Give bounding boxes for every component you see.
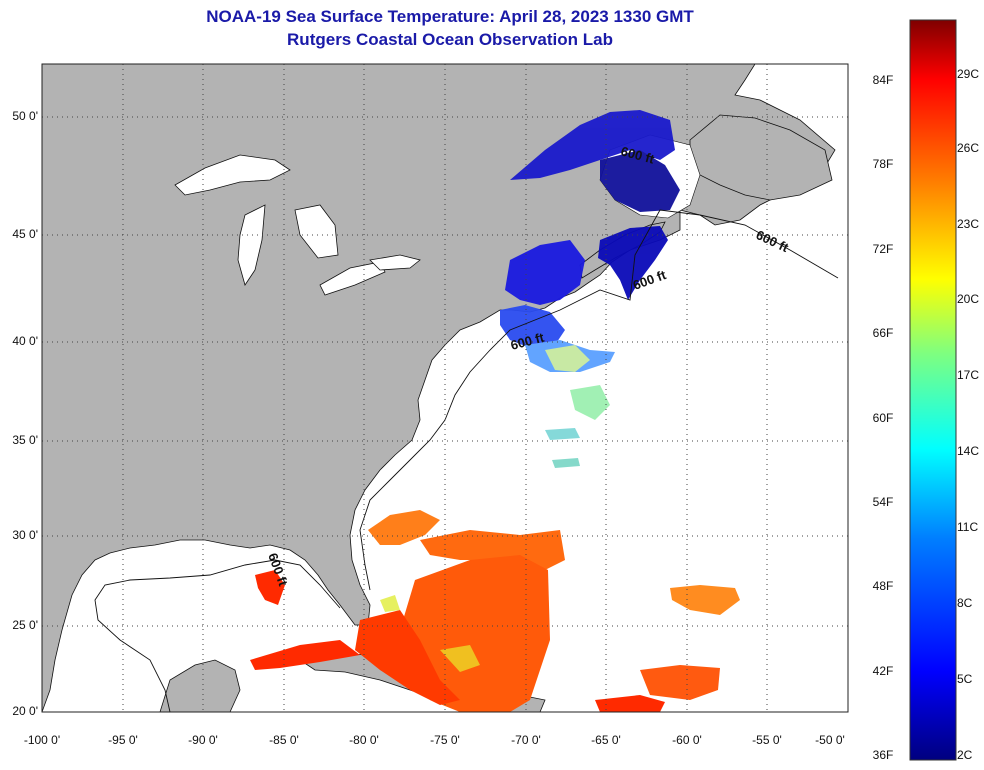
lon-label: -55 0': [752, 733, 782, 747]
colorbar-f-label: 72F: [872, 242, 894, 256]
lon-label: -100 0': [23, 733, 61, 747]
great-lakes: [174, 154, 421, 296]
colorbar-f-label: 60F: [872, 411, 894, 425]
sst-cold-water: [500, 110, 680, 468]
lon-label: -95 0': [108, 733, 138, 747]
lat-label: 30 0': [12, 528, 38, 542]
lon-label: -50 0': [815, 733, 845, 747]
colorbar-f-label: 78F: [872, 157, 894, 171]
colorbar-c-label: 2C: [957, 748, 973, 762]
lon-label: -65 0': [591, 733, 621, 747]
colorbar-f-label: 36F: [872, 748, 894, 762]
colorbar-f-label: 42F: [872, 664, 894, 678]
lat-label: 45 0': [12, 227, 38, 241]
lat-label: 20 0': [12, 704, 38, 718]
sst-warm-water: [250, 510, 740, 712]
lon-label: -60 0': [672, 733, 702, 747]
lat-label: 25 0': [12, 618, 38, 632]
lat-label: 50 0': [12, 109, 38, 123]
lon-label: -80 0': [349, 733, 379, 747]
lon-label: -75 0': [430, 733, 460, 747]
colorbar-c-label: 26C: [957, 141, 980, 155]
lat-label: 35 0': [12, 433, 38, 447]
colorbar: [909, 19, 957, 761]
lat-lon-grid: [42, 64, 848, 712]
map-title: NOAA-19 Sea Surface Temperature: April 2…: [206, 7, 694, 26]
lon-label: -70 0': [511, 733, 541, 747]
colorbar-c-label: 17C: [957, 368, 980, 382]
map-subtitle: Rutgers Coastal Ocean Observation Lab: [287, 30, 613, 49]
colorbar-c-label: 20C: [957, 292, 980, 306]
colorbar-c-label: 23C: [957, 217, 980, 231]
land-yucatan: [159, 659, 241, 712]
isobath-600ft: [94, 209, 839, 712]
lat-label: 40 0': [12, 334, 38, 348]
colorbar-c-label: 5C: [957, 672, 973, 686]
colorbar-f-label: 66F: [872, 326, 894, 340]
land-north-america: [42, 64, 836, 712]
lon-label: -90 0': [188, 733, 218, 747]
colorbar-f-label: 48F: [872, 579, 894, 593]
colorbar-f-label: 84F: [872, 73, 894, 87]
colorbar-f-label: 54F: [872, 495, 894, 509]
colorbar-c-label: 29C: [957, 67, 980, 81]
lon-label: -85 0': [269, 733, 299, 747]
colorbar-c-label: 8C: [957, 596, 973, 610]
colorbar-c-label: 11C: [957, 520, 979, 534]
colorbar-c-label: 14C: [957, 444, 980, 458]
